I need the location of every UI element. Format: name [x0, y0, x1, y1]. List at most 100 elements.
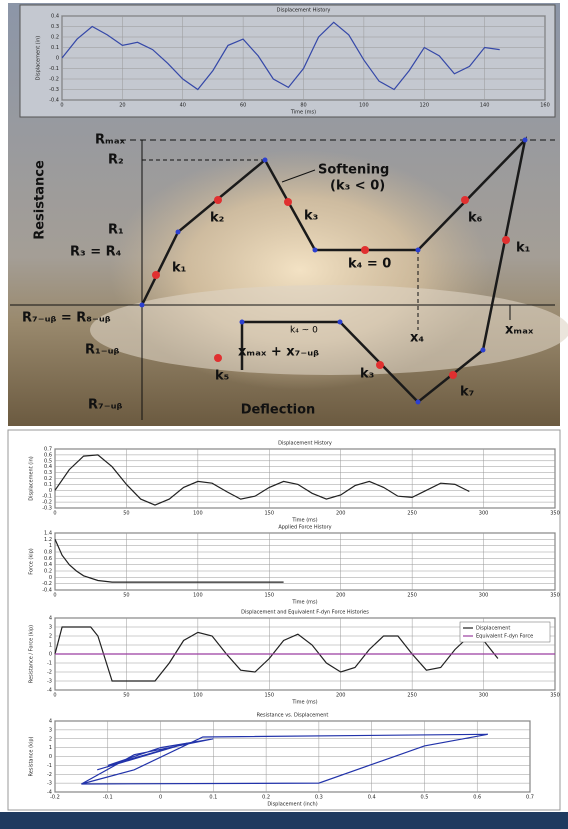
x-axis-label: Time (ms): [291, 518, 317, 524]
label: k₃: [304, 209, 318, 224]
x-tick-label: 0: [53, 593, 56, 599]
label: (k₃ < 0): [330, 179, 385, 194]
x-tick-label: 0: [60, 103, 63, 109]
x-tick-label: 0: [53, 511, 56, 517]
label: k₁: [172, 261, 186, 276]
label: xₘₐₓ + x₇₋ᵤᵦ: [238, 345, 319, 360]
x-tick-label: 300: [479, 511, 489, 517]
x-tick-label: 0.2: [262, 795, 270, 801]
label: R₁₋ᵤᵦ: [85, 343, 119, 358]
y-axis-label: Force (kip): [29, 548, 35, 575]
x-axis-label: Displacement (inch): [267, 802, 317, 808]
label: Rₘₐₓ: [95, 133, 126, 148]
x-tick-label: 0.7: [526, 795, 534, 801]
x-tick-label: 80: [300, 103, 306, 109]
x-tick-label: 140: [480, 103, 490, 109]
x-tick-label: 0.3: [315, 795, 323, 801]
x-tick-label: 100: [193, 593, 203, 599]
y-tick-label: 0.1: [51, 45, 59, 51]
label: k₄ ~ 0: [290, 326, 318, 336]
x-tick-label: 100: [193, 693, 203, 699]
x-tick-label: 350: [550, 511, 560, 517]
x-tick-label: 120: [419, 103, 429, 109]
x-tick-label: 150: [265, 693, 275, 699]
label: xₘₐₓ: [505, 323, 534, 338]
y-tick-label: 0.3: [44, 470, 52, 476]
y-axis-label: Displacement (in): [36, 36, 42, 80]
y-tick-label: -3: [47, 679, 52, 685]
x-tick-label: 150: [265, 511, 275, 517]
y-tick-label: 0: [56, 56, 59, 62]
y-axis-label: Resistance / Force (kip): [29, 625, 35, 683]
y-tick-label: 0.5: [44, 458, 52, 464]
y-tick-label: -0.2: [49, 77, 59, 83]
label: k₅: [215, 369, 229, 384]
y-tick-label: 0.2: [44, 476, 52, 482]
y-tick-label: 4: [49, 719, 52, 725]
x-axis-label: Time (ms): [291, 700, 317, 706]
label: k₄ = 0: [348, 257, 391, 272]
chart-title: Displacement and Equivalent F-dyn Force …: [241, 610, 369, 616]
x-tick-label: 300: [479, 593, 489, 599]
chart-title: Resistance vs. Displacement: [257, 713, 329, 719]
x-tick-label: 150: [265, 593, 275, 599]
x-tick-label: 0.1: [209, 795, 217, 801]
y-tick-label: -2: [47, 670, 52, 676]
x-tick-label: 60: [240, 103, 246, 109]
x-tick-label: 50: [123, 511, 129, 517]
x-axis-label: Deflection: [241, 403, 316, 418]
page: Resistance Deflection Rₘₐₓ R₂ R₁ R₃ = R₄…: [0, 0, 568, 829]
y-tick-label: -4: [47, 790, 52, 796]
y-tick-label: 3: [49, 625, 52, 631]
x-tick-label: 300: [479, 693, 489, 699]
y-tick-label: 0: [49, 575, 52, 581]
y-axis-label: Displacement (in): [29, 456, 35, 500]
y-tick-label: 1: [49, 643, 52, 649]
y-tick-label: 1.4: [44, 531, 52, 537]
x-tick-label: 50: [123, 593, 129, 599]
y-tick-label: 0.2: [51, 35, 59, 41]
x-tick-label: -0.1: [103, 795, 113, 801]
label: R₇₋ᵤᵦ: [88, 398, 122, 413]
y-tick-label: 0.7: [44, 447, 52, 453]
label: R₇₋ᵤᵦ = R₈₋ᵤᵦ: [22, 311, 111, 326]
y-tick-label: 0: [49, 652, 52, 658]
x-tick-label: 100: [193, 511, 203, 517]
x-tick-label: 50: [123, 693, 129, 699]
x-tick-label: 250: [407, 693, 417, 699]
dust-cloud: [90, 285, 568, 375]
y-tick-label: 0.3: [51, 24, 59, 30]
y-tick-label: -0.4: [42, 588, 52, 594]
label: Softening: [318, 163, 389, 178]
x-tick-label: 20: [119, 103, 125, 109]
y-tick-label: -1: [47, 661, 52, 667]
y-tick-label: 0.4: [44, 464, 52, 470]
y-axis-label: Resistance: [33, 160, 48, 240]
label: k₃: [360, 367, 374, 382]
y-tick-label: -0.2: [42, 581, 52, 587]
x-tick-label: 0: [159, 795, 162, 801]
x-tick-label: 350: [550, 693, 560, 699]
label: R₂: [108, 153, 124, 168]
y-tick-label: -0.3: [42, 506, 52, 512]
label: x₄: [410, 331, 424, 346]
x-tick-label: 250: [407, 511, 417, 517]
y-tick-label: -0.1: [49, 66, 59, 72]
y-tick-label: -0.4: [49, 98, 59, 104]
y-tick-label: 1: [49, 543, 52, 549]
x-tick-label: 40: [180, 103, 186, 109]
x-tick-label: 200: [336, 693, 346, 699]
x-tick-label: 0: [53, 693, 56, 699]
label: k₇: [460, 385, 474, 400]
y-tick-label: 4: [49, 616, 52, 622]
y-tick-label: 0.4: [51, 14, 59, 20]
label: k₆: [468, 211, 483, 226]
y-tick-label: 0.8: [44, 550, 52, 556]
x-tick-label: 200: [336, 593, 346, 599]
label: R₁: [108, 223, 124, 238]
x-tick-label: 160: [540, 103, 550, 109]
y-tick-label: 2: [49, 634, 52, 640]
label: k₁: [516, 241, 530, 256]
y-tick-label: 1: [49, 745, 52, 751]
y-tick-label: 0: [49, 754, 52, 760]
